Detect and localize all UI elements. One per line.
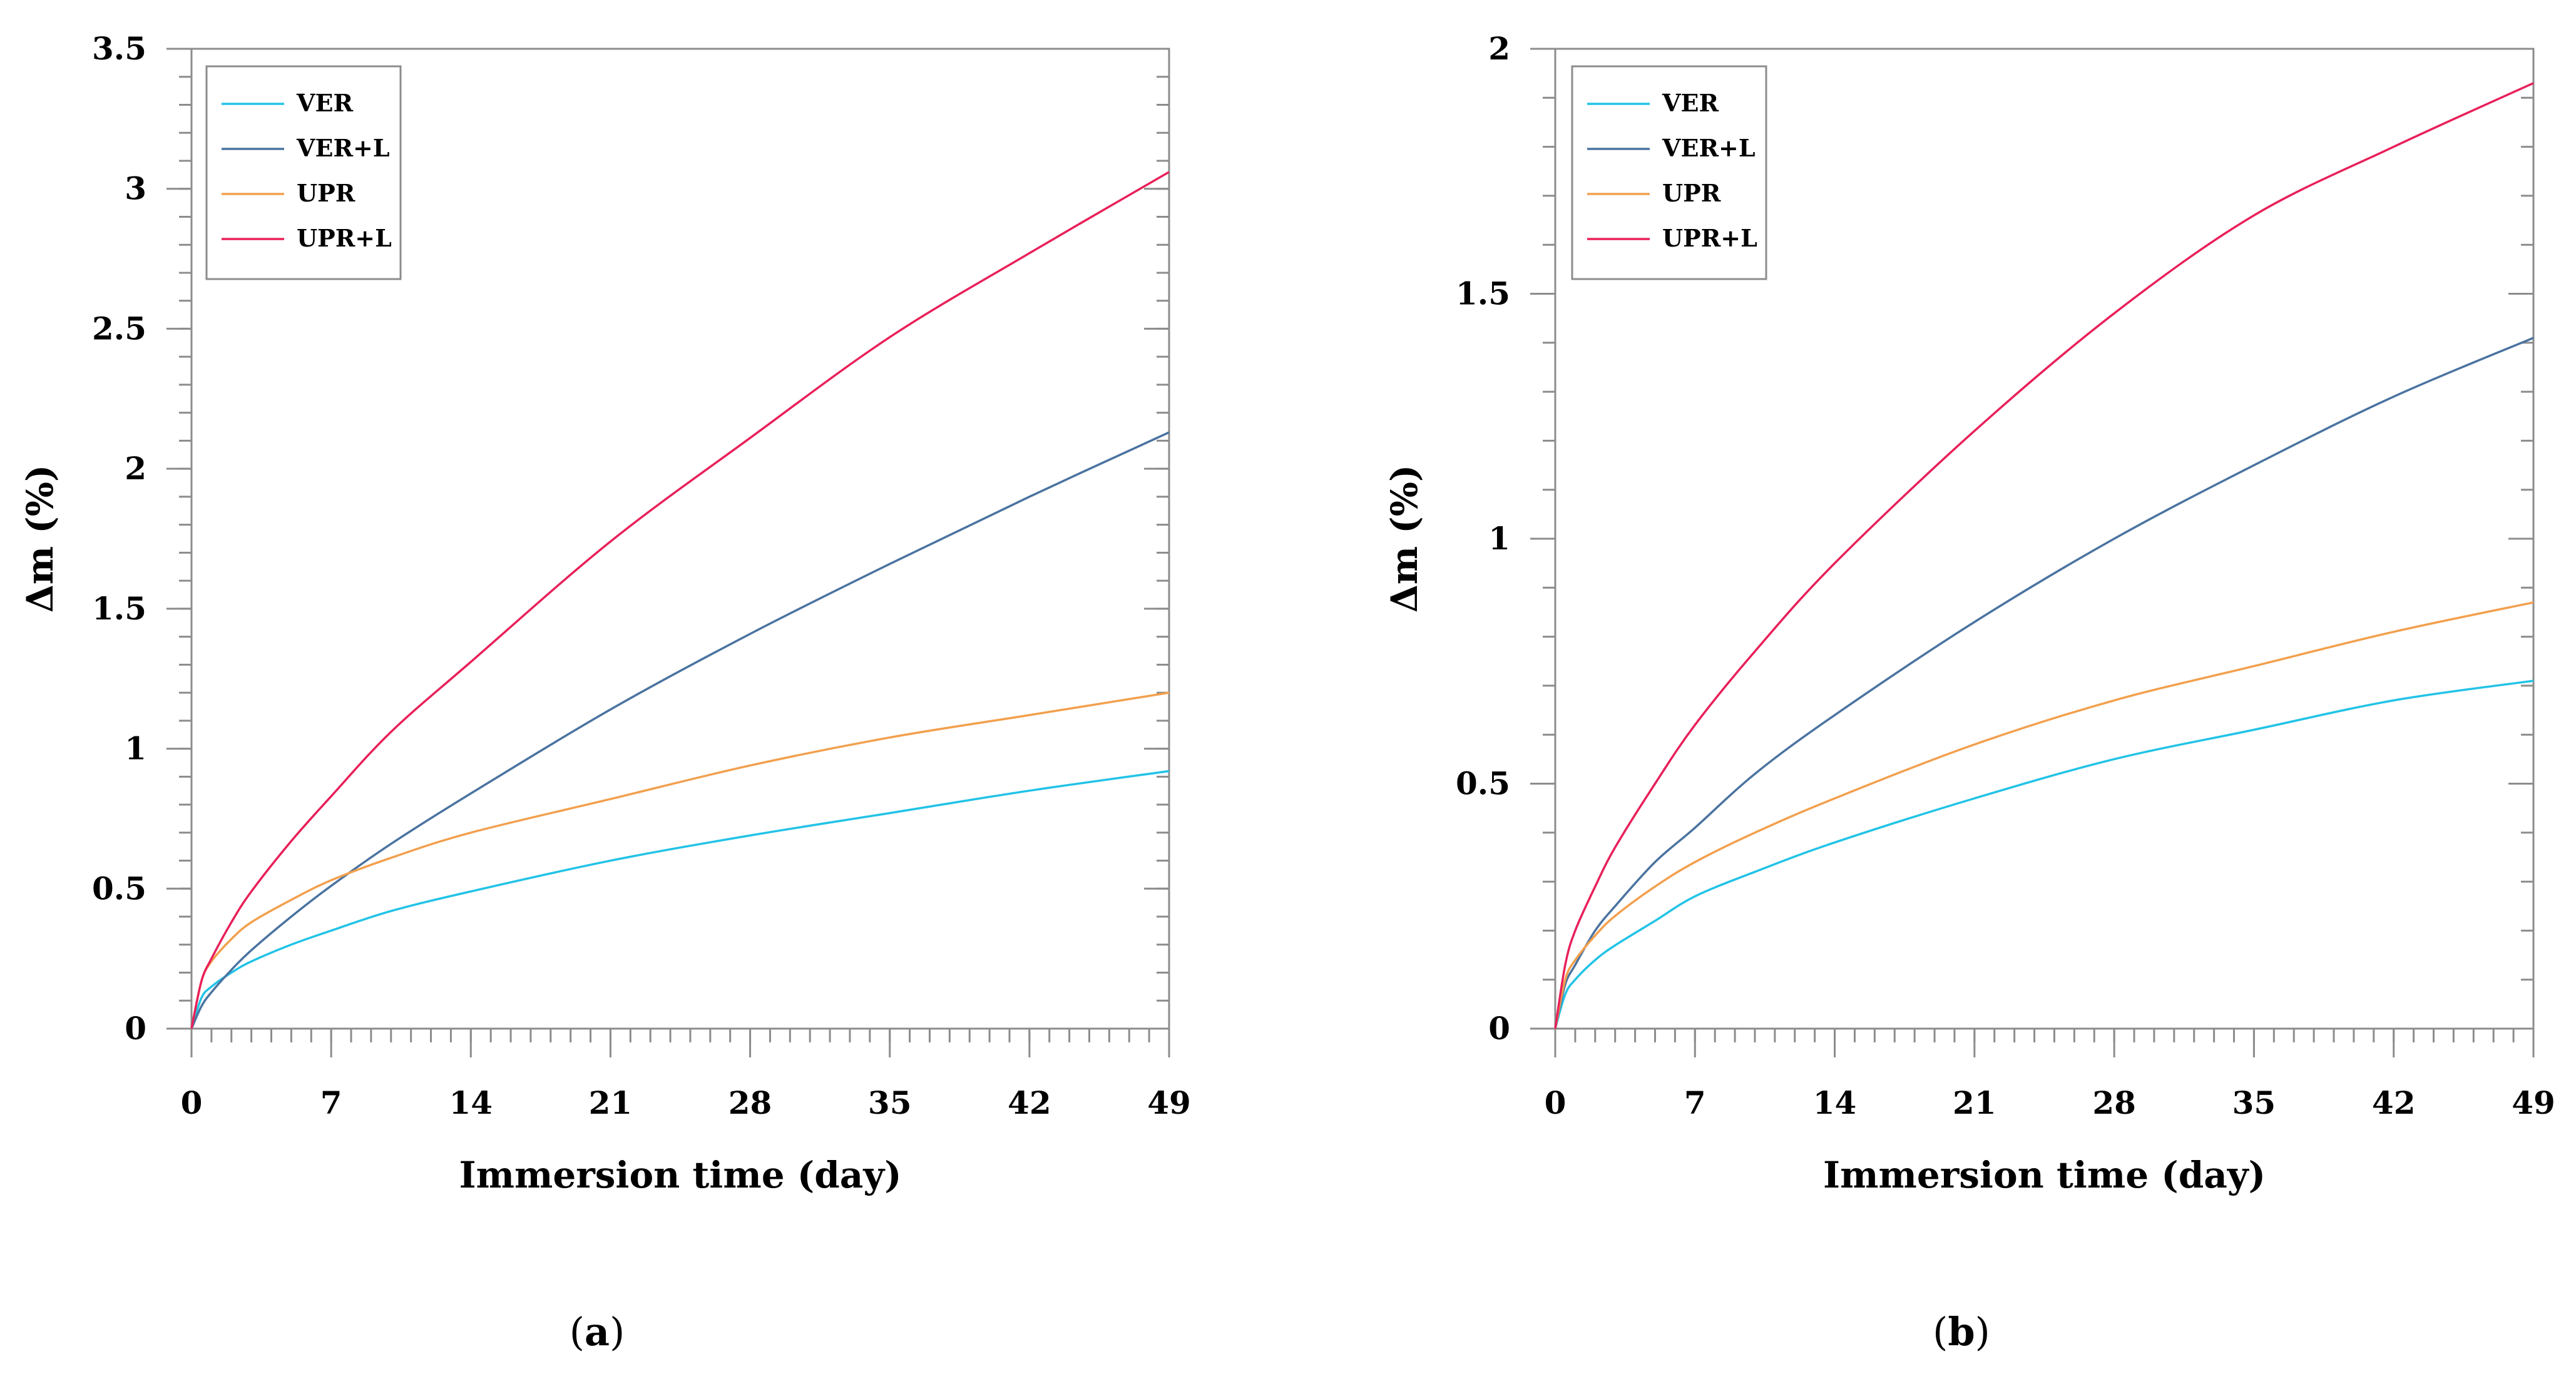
x-tick-label: 28 <box>2092 1084 2136 1121</box>
y-axis-title: Δm (%) <box>19 465 61 613</box>
caption-letter: b <box>1948 1309 1975 1355</box>
y-tick-label: 1 <box>1488 520 1510 557</box>
legend-label: UPR+L <box>297 224 392 252</box>
chart-b: 0 0.5 1 1.5 2 0 7 14 21 28 35 42 49 Immersion time (d… <box>1383 30 2555 1355</box>
x-tick-label: 21 <box>589 1084 633 1121</box>
series-line-upr-plus-l <box>190 171 1170 1029</box>
y-tick-label: 2 <box>125 450 146 487</box>
y-axis-title: Δm (%) <box>1383 465 1426 613</box>
y-tick-label: 0.5 <box>1456 765 1510 802</box>
legend-box <box>1571 65 1767 280</box>
y-tick-label: 1.5 <box>92 590 146 627</box>
x-tick-label: 42 <box>2372 1084 2416 1121</box>
panel-caption: (b) <box>1933 1309 1990 1355</box>
series-line-ver <box>1554 679 2534 1029</box>
series-line-ver-plus-l <box>1554 337 2534 1029</box>
chart-a: 0 0.5 1 1.5 2 2.5 3 3.5 0 7 14 21 28 35 42 49 Immersion … <box>19 30 1191 1355</box>
legend-label: UPR+L <box>1662 224 1757 252</box>
series-line-upr <box>1554 601 2534 1029</box>
legend-label: VER <box>1662 89 1719 117</box>
caption-letter: a <box>585 1309 610 1355</box>
legend-label: UPR <box>1662 179 1721 207</box>
x-axis-title: Immersion time (day) <box>1823 1154 2266 1196</box>
y-tick-label: 0 <box>1488 1010 1510 1047</box>
plot-frame <box>190 48 1170 1030</box>
x-tick-label: 21 <box>1953 1084 1996 1121</box>
series-line-ver-plus-l <box>190 431 1170 1029</box>
x-tick-label: 35 <box>2232 1084 2276 1121</box>
x-tick-label: 28 <box>728 1084 772 1121</box>
x-tick-label: 49 <box>2512 1084 2555 1121</box>
panel-caption: (a) <box>570 1309 625 1355</box>
legend-label: VER+L <box>296 134 390 162</box>
x-tick-label: 0 <box>1545 1084 1567 1121</box>
x-axis-title: Immersion time (day) <box>459 1154 901 1196</box>
legend-label: UPR <box>297 179 355 207</box>
y-tick-label: 3 <box>125 170 146 207</box>
x-tick-label: 42 <box>1008 1084 1051 1121</box>
x-tick-label: 0 <box>181 1084 203 1121</box>
y-tick-label: 2.5 <box>92 310 146 347</box>
x-tick-label: 35 <box>868 1084 912 1121</box>
series-line-upr <box>190 691 1170 1029</box>
legend-label: VER+L <box>1662 134 1756 162</box>
y-tick-label: 3.5 <box>92 30 146 67</box>
series-line-ver <box>190 770 1170 1029</box>
caption-open: ( <box>570 1309 585 1355</box>
x-tick-label: 49 <box>1147 1084 1191 1121</box>
x-tick-label: 7 <box>320 1084 342 1121</box>
x-tick-label: 7 <box>1684 1084 1706 1121</box>
y-tick-label: 1 <box>125 730 146 767</box>
caption-close: ) <box>1975 1309 1990 1355</box>
legend-box <box>205 65 402 280</box>
x-tick-label: 14 <box>1813 1084 1857 1121</box>
y-tick-label: 1.5 <box>1456 275 1510 312</box>
y-tick-label: 0.5 <box>92 870 146 907</box>
legend-label: VER <box>296 89 353 117</box>
series-line-upr-plus-l <box>1554 82 2534 1029</box>
caption-open: ( <box>1933 1309 1948 1355</box>
x-tick-label: 14 <box>449 1084 493 1121</box>
caption-close: ) <box>610 1309 625 1355</box>
y-tick-label: 0 <box>125 1010 146 1047</box>
y-tick-label: 2 <box>1488 30 1510 67</box>
